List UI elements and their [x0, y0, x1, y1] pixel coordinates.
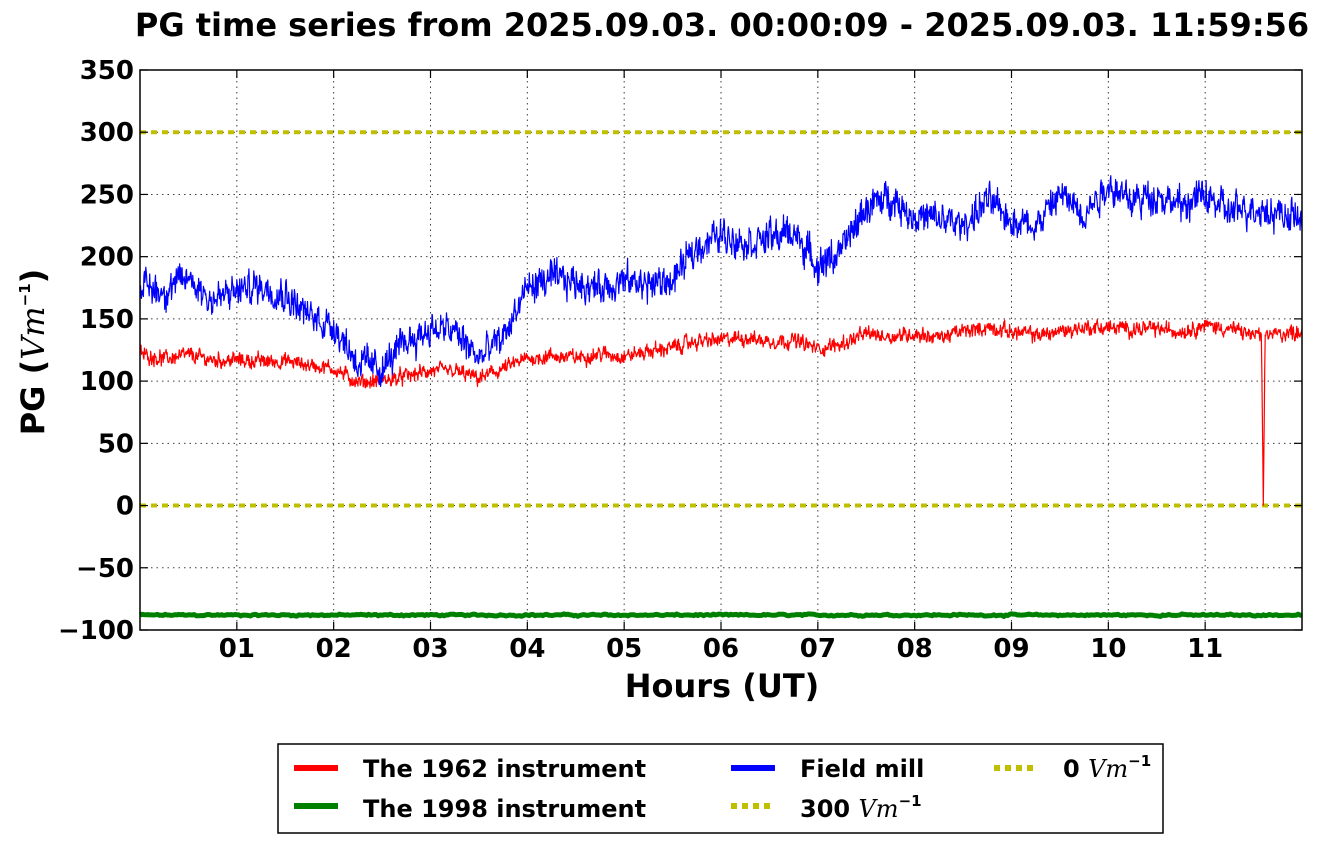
x-tick-labels: 01 02 03 04 05 06 07 08 09 10 11: [219, 634, 1224, 664]
y-tick-label: 250: [80, 180, 134, 210]
y-tick-label: 150: [80, 305, 134, 335]
tick-marks: [140, 69, 1302, 631]
legend-label-0: 0 Vm−1: [1063, 752, 1151, 783]
series-lines: [139, 175, 1303, 619]
x-tick-label: 03: [412, 634, 448, 664]
y-tick-label: 200: [80, 243, 134, 273]
x-tick-label: 05: [606, 634, 642, 664]
y-tick-label: 0: [116, 492, 134, 522]
legend: The 1962 instrument The 1998 instrument …: [277, 743, 1164, 834]
legend-label-1998: The 1998 instrument: [363, 795, 646, 823]
y-axis-label: PG (Vm−1): [14, 269, 52, 436]
y-tick-label: −50: [76, 554, 134, 584]
legend-label-field-mill: Field mill: [800, 755, 924, 783]
legend-frame: [277, 743, 1164, 834]
x-tick-label: 04: [509, 634, 545, 664]
reference-lines: [140, 130, 1302, 508]
legend-label-300-sup: −1: [899, 792, 922, 810]
series-line-1998: [139, 611, 1303, 619]
x-tick-label: 07: [800, 634, 836, 664]
series-line-field-mill: [139, 175, 1303, 388]
grid: [140, 70, 1302, 630]
x-tick-label: 11: [1187, 634, 1223, 664]
legend-label-300-num: 300: [800, 795, 850, 823]
x-axis-label: Hours (UT): [625, 667, 820, 705]
y-tick-label: 50: [98, 429, 134, 459]
legend-label-0-unit: Vm: [1088, 755, 1128, 783]
x-tick-label: 01: [219, 634, 255, 664]
y-axis-label-unit: Vm: [14, 306, 52, 359]
y-tick-labels: −100 −50 0 50 100 150 200 250 300 350: [58, 56, 134, 646]
y-axis-label-sup: −1: [16, 283, 34, 306]
y-tick-label: 100: [80, 367, 134, 397]
x-tick-label: 02: [316, 634, 352, 664]
y-tick-label: 300: [80, 118, 134, 148]
series-line-1962: [139, 318, 1303, 506]
y-axis-label-close: ): [14, 269, 52, 284]
legend-label-0-num: 0: [1063, 755, 1080, 783]
y-tick-label: −100: [58, 616, 134, 646]
legend-label-300: 300 Vm−1: [800, 792, 922, 823]
chart-title: PG time series from 2025.09.03. 00:00:09…: [135, 6, 1309, 44]
legend-label-1962: The 1962 instrument: [363, 755, 646, 783]
x-tick-label: 06: [703, 634, 739, 664]
legend-label-300-unit: Vm: [858, 795, 898, 823]
legend-label-0-sup: −1: [1128, 752, 1151, 770]
x-tick-label: 10: [1090, 634, 1126, 664]
x-tick-label: 09: [993, 634, 1029, 664]
y-axis-label-main: PG (: [14, 360, 52, 435]
x-tick-label: 08: [897, 634, 933, 664]
y-tick-label: 350: [80, 56, 134, 86]
